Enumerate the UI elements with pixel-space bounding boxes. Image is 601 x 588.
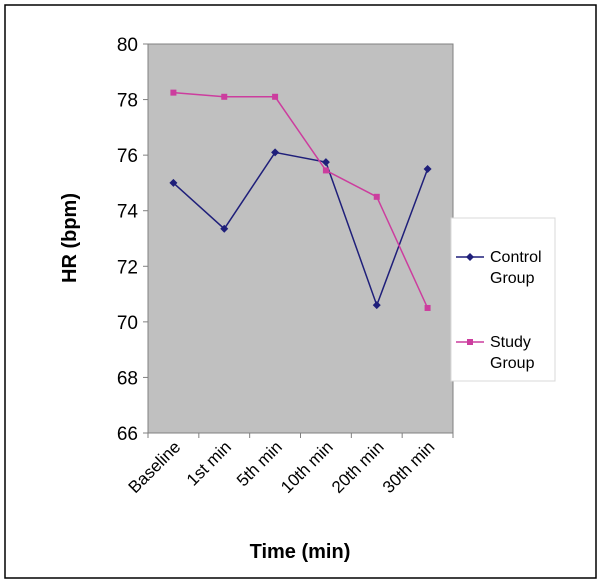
data-point xyxy=(272,93,279,100)
series-layer xyxy=(169,89,432,311)
legend-marker xyxy=(467,339,473,345)
y-tick-label: 68 xyxy=(117,368,138,389)
legend: Control Group Study Group xyxy=(450,217,556,382)
data-point xyxy=(170,89,177,96)
series-control-group xyxy=(169,148,432,310)
data-point xyxy=(321,158,330,167)
legend-marker xyxy=(466,253,474,261)
x-axis-title: Time (min) xyxy=(250,541,351,563)
data-point xyxy=(221,93,228,100)
y-axis: 66 68 70 72 74 76 78 80 xyxy=(117,35,149,445)
y-tick-label: 72 xyxy=(117,257,138,278)
y-tick-label: 78 xyxy=(117,91,138,112)
y-tick-label: 70 xyxy=(117,313,138,334)
y-tick-label: 74 xyxy=(117,202,139,223)
data-point xyxy=(271,148,280,157)
legend-box xyxy=(450,217,556,382)
y-tick-label: 76 xyxy=(117,146,138,167)
y-axis-title: HR (bpm) xyxy=(59,193,81,283)
data-point xyxy=(220,224,229,233)
legend-entry: Control Group xyxy=(456,249,542,287)
plot-area xyxy=(147,43,454,434)
series-line xyxy=(173,91,429,309)
data-point xyxy=(423,165,432,174)
legend-label: Study Group xyxy=(490,334,535,372)
data-point xyxy=(372,301,381,310)
data-point xyxy=(373,193,380,200)
legend-entry: Study Group xyxy=(456,334,535,372)
series-line xyxy=(172,151,429,308)
y-tick-label: 80 xyxy=(117,35,138,56)
data-point xyxy=(424,304,431,311)
y-tick-label: 66 xyxy=(117,424,138,445)
legend-label: Control Group xyxy=(490,249,542,287)
data-point xyxy=(169,178,178,187)
series-study-group xyxy=(170,89,431,311)
data-point xyxy=(322,167,329,174)
